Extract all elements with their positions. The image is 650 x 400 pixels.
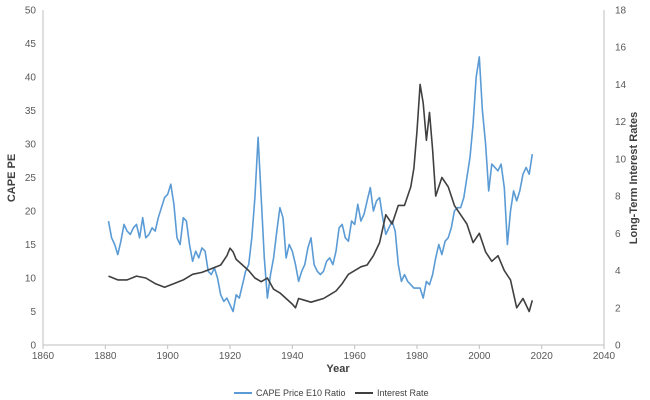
legend: CAPE Price E10 Ratio Interest Rate [234,388,429,398]
y-tick-label: 5 [30,307,36,318]
tick-labels: 1860 1880 1900 1920 1940 1960 1980 2000 2020 2040… [25,6,627,363]
y2-tick-label: 8 [615,192,621,203]
y-tick-label: 25 [25,173,37,184]
y2-tick-label: 12 [615,117,627,128]
x-tick-label: 1980 [406,351,429,362]
x-tick-label: 1880 [94,351,117,362]
axes [42,10,605,346]
y-tick-label: 45 [25,39,37,50]
legend-label-cape: CAPE Price E10 Ratio [256,388,346,398]
x-tick-label: 1920 [219,351,242,362]
x-tick-label: 1940 [281,351,304,362]
x-tick-label: 1960 [344,351,367,362]
x-tick-label: 2020 [531,351,554,362]
legend-label-interest: Interest Rate [377,388,429,398]
y2-tick-label: 6 [615,229,621,240]
x-tick-label: 1860 [32,351,55,362]
y2-tick-label: 18 [615,6,627,17]
y-tick-label: 30 [25,140,37,151]
x-axis-title: Year [326,363,350,375]
series-line-interest-rate [108,83,534,313]
y2-tick-label: 14 [615,80,627,91]
y-tick-label: 35 [25,106,37,117]
y-tick-label: 0 [30,341,36,352]
series-lines [107,56,534,313]
series-line-cape [107,56,534,313]
y-tick-label: 15 [25,240,37,251]
y-tick-label: 10 [25,274,37,285]
y-tick-label: 50 [25,6,37,17]
x-tick-label: 2000 [468,351,491,362]
y-tick-label: 20 [25,207,37,218]
y2-tick-label: 0 [615,341,621,352]
x-tick-label: 1900 [157,351,180,362]
y2-tick-label: 10 [615,154,627,165]
y-axis-title: CAPE PE [6,154,18,202]
x-tick-label: 2040 [593,351,616,362]
y2-tick-label: 4 [615,266,621,277]
y2-tick-label: 16 [615,43,627,54]
y2-axis-title: Long-Term Interest Rates [628,112,640,244]
y-tick-label: 40 [25,73,37,84]
y2-tick-label: 2 [615,303,621,314]
